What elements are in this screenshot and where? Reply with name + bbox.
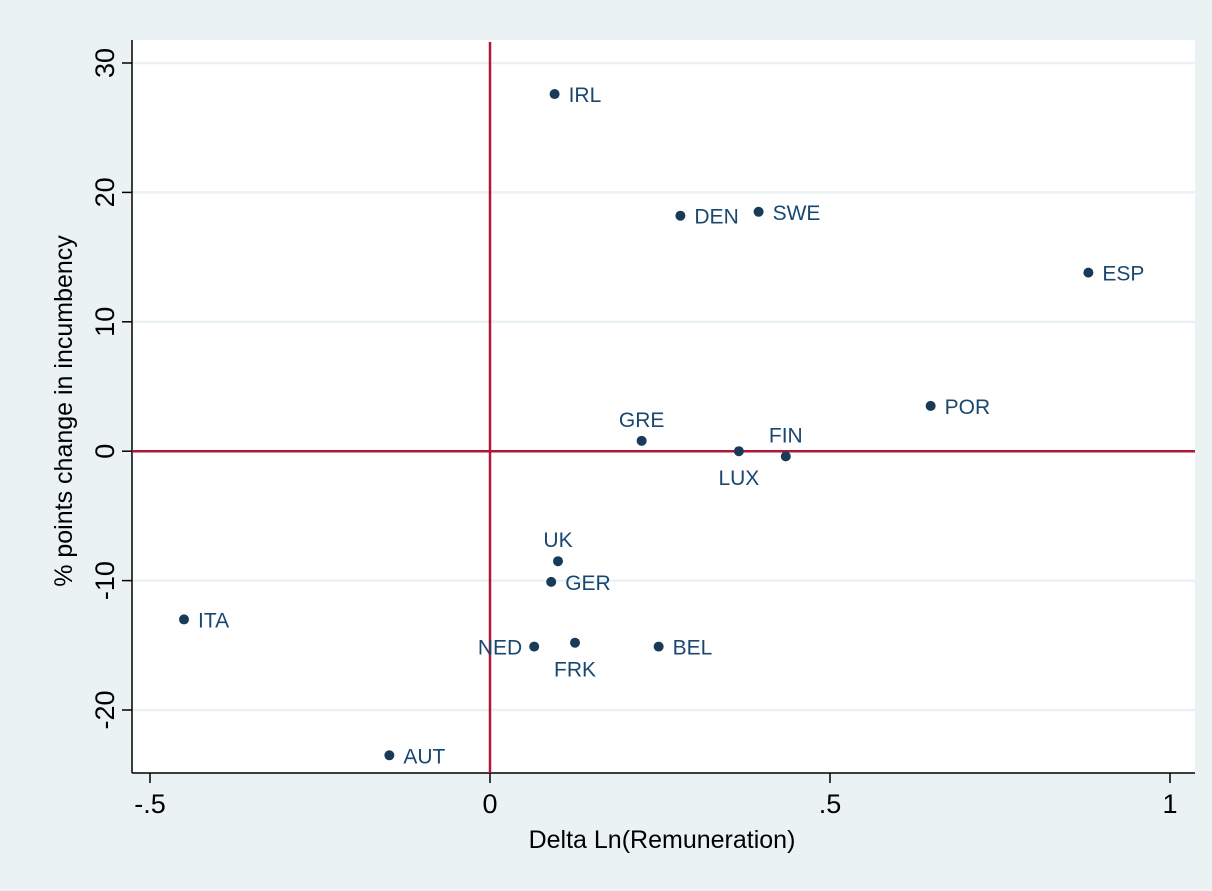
point-label: BEL (673, 637, 713, 660)
data-point (179, 614, 189, 625)
y-tick-label: 20 (90, 177, 120, 207)
axes: -20 -10 0 10 20 30 -.5 0 .5 1 (90, 40, 1195, 819)
data-point (636, 435, 647, 446)
point-label: ESP (1102, 263, 1144, 286)
plot-area (132, 40, 1195, 773)
point-label: IRL (569, 84, 602, 107)
data-point (925, 400, 936, 411)
point-label: FIN (769, 424, 803, 447)
data-point (1083, 267, 1094, 278)
y-tick-label: 0 (90, 444, 120, 459)
x-tick-label: 1 (1162, 789, 1177, 819)
data-point (549, 89, 560, 100)
data-point (529, 641, 540, 652)
point-label: UK (543, 529, 572, 552)
y-tick-label: -20 (90, 690, 120, 729)
point-label: SWE (773, 202, 821, 225)
point-label: AUT (403, 745, 445, 768)
point-label: ITA (198, 609, 229, 632)
data-point (780, 451, 791, 462)
point-label: LUX (718, 467, 759, 490)
data-point (653, 641, 664, 652)
data-point (546, 576, 557, 587)
x-axis-title: Delta Ln(Remuneration) (529, 826, 796, 854)
y-tick-label: 30 (90, 48, 120, 78)
point-label: NED (478, 637, 522, 660)
point-label: DEN (694, 206, 738, 229)
data-point (570, 637, 580, 648)
point-label: POR (945, 396, 991, 419)
data-point (553, 556, 563, 567)
y-tick-label: -10 (90, 561, 120, 600)
x-tick-label: -.5 (134, 789, 166, 819)
data-point (384, 750, 395, 761)
data-point (733, 446, 744, 457)
data-points: IRL DEN SWE ESP POR GRE LUX FIN UK GER ITA NED FRK BE… (179, 84, 1144, 768)
y-axis-title: % points change in incumbency (50, 235, 78, 587)
x-tick-label: 0 (482, 789, 497, 819)
data-point (753, 206, 764, 217)
reference-lines (132, 42, 1195, 773)
point-label: FRK (554, 659, 596, 682)
x-tick-label: .5 (819, 789, 842, 819)
point-label: GRE (619, 409, 665, 432)
point-label: GER (565, 572, 611, 595)
y-tick-label: 10 (90, 307, 120, 337)
data-point (675, 210, 686, 221)
